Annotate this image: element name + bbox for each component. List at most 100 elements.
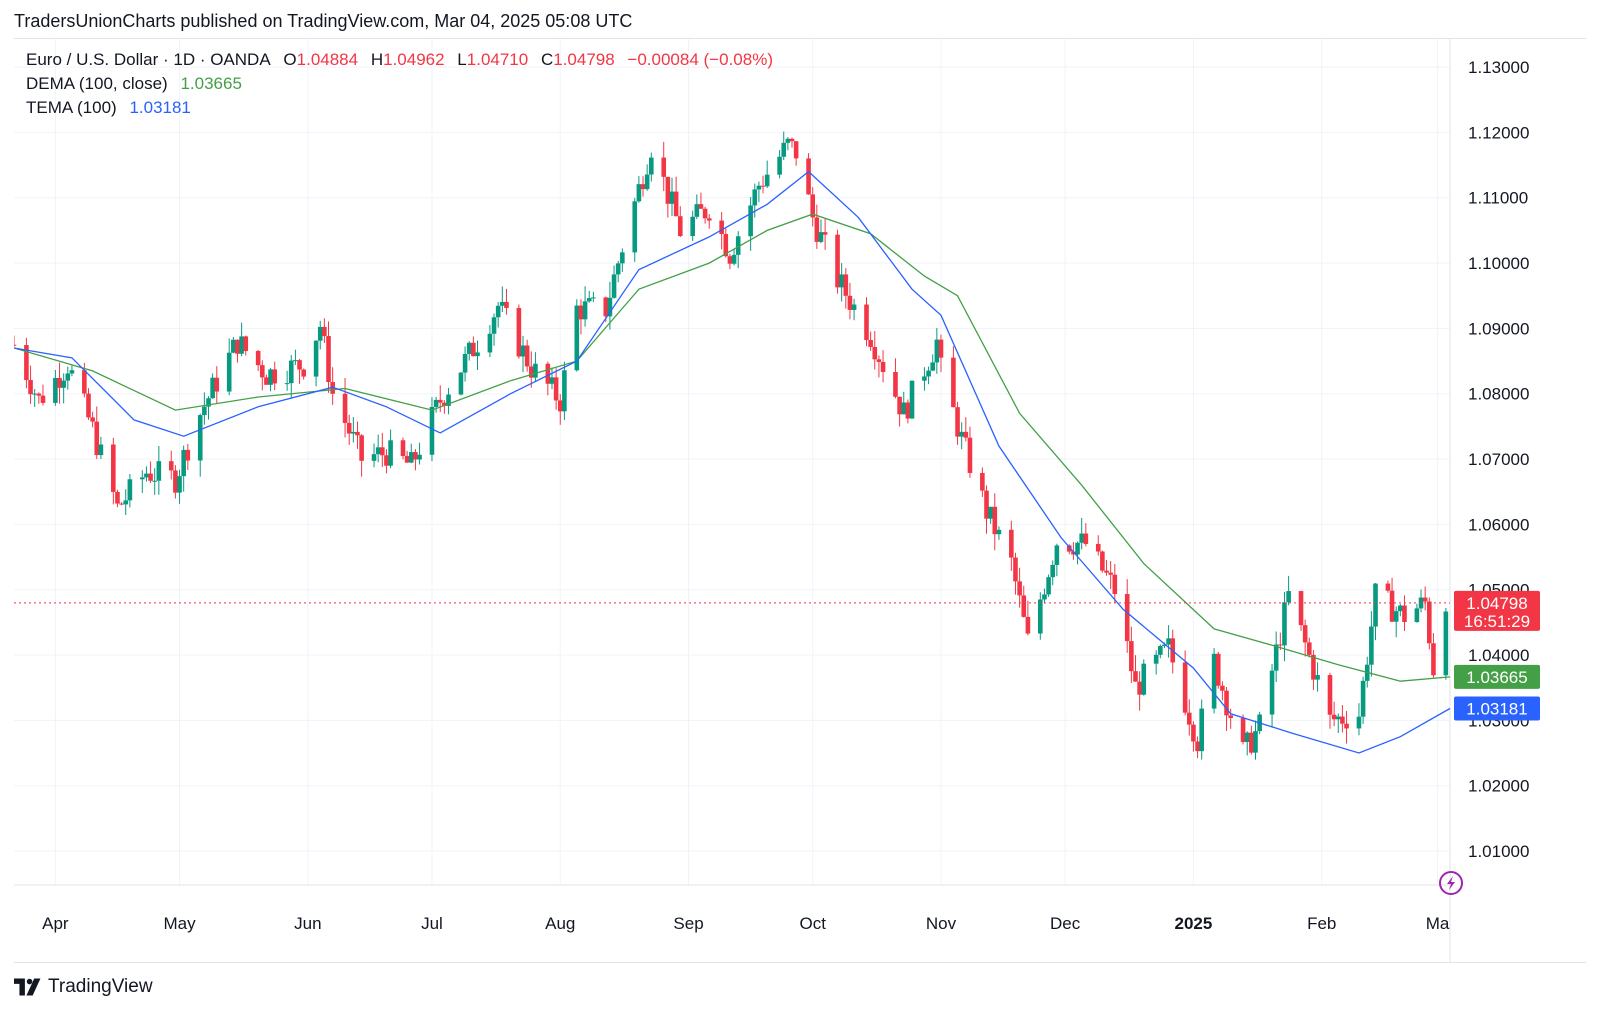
candle-body <box>346 422 352 434</box>
candle-body <box>214 377 220 392</box>
candle-body <box>1071 551 1076 555</box>
candle-body <box>1066 545 1072 552</box>
candle-body <box>582 301 588 320</box>
candle-body <box>574 305 580 371</box>
candle-body <box>1344 723 1349 729</box>
candle-body <box>413 452 418 460</box>
candle-body <box>264 377 269 385</box>
candle-body <box>1393 611 1399 622</box>
tema-label[interactable]: TEMA (100) <box>26 98 117 117</box>
candle-body <box>615 263 621 275</box>
candle-body <box>1100 551 1105 571</box>
candle-body <box>1158 645 1163 655</box>
dema-label[interactable]: DEMA (100, close) <box>26 74 168 93</box>
candle-body <box>955 407 960 437</box>
grid-lines <box>14 39 1450 885</box>
candle-body <box>1244 732 1250 743</box>
low-value: 1.04710 <box>466 50 529 69</box>
candle-body <box>69 370 75 374</box>
tema-badge-bg <box>1454 696 1540 721</box>
y-tick-label: 1.12000 <box>1468 123 1529 142</box>
candle-body <box>317 326 323 341</box>
candle-body <box>268 369 273 385</box>
chart-frame[interactable]: 1.13000 1.12000 1.11000 1.10000 1.09000 1.080… <box>14 38 1586 963</box>
y-tick-label: 1.02000 <box>1468 777 1529 796</box>
candle-body <box>818 232 824 242</box>
candle-body <box>727 256 733 264</box>
candle-body <box>119 503 124 505</box>
candle-body <box>1249 732 1254 753</box>
candle-body <box>408 452 414 463</box>
candle-body <box>996 529 1002 535</box>
candle-body <box>586 298 592 302</box>
candle-body <box>967 437 973 473</box>
candle-body <box>951 357 956 408</box>
candle-body <box>723 234 729 257</box>
y-tick-label: 1.13000 <box>1468 58 1529 77</box>
candle-body <box>231 339 236 353</box>
candle-body <box>1331 714 1337 720</box>
candle-body <box>487 333 493 353</box>
footer-brand-text: TradingView <box>48 976 153 997</box>
last-price-badge-countdown: 16:51:29 <box>1464 612 1530 631</box>
x-tick-label: Feb <box>1307 914 1336 933</box>
candle-body <box>1137 681 1142 695</box>
candle-body <box>1013 557 1018 582</box>
candle-body <box>417 454 422 460</box>
candle-body <box>992 506 998 535</box>
candle-body <box>475 352 480 357</box>
candle-body <box>959 431 964 437</box>
candle-body <box>433 399 439 407</box>
last-price-badge-bg <box>1454 590 1540 631</box>
candle-body <box>777 156 782 175</box>
y-tick-label: 1.09000 <box>1468 319 1529 338</box>
candle-body <box>1389 590 1395 622</box>
candle-body <box>897 396 902 415</box>
candle-body <box>847 295 853 310</box>
low-label: L <box>457 50 467 69</box>
candle-body <box>528 366 534 378</box>
candle-body <box>1427 601 1432 644</box>
candle-body <box>901 402 907 415</box>
candle-body <box>785 138 791 143</box>
candle-body <box>181 449 186 477</box>
candle-body <box>905 402 911 419</box>
candle-body <box>197 415 203 461</box>
candle-body <box>843 274 849 296</box>
candle-body <box>1112 574 1118 594</box>
candle-body <box>495 305 501 318</box>
candle-body <box>661 157 667 177</box>
candle-body <box>351 431 356 434</box>
candle-body <box>1195 741 1200 752</box>
candle-body <box>756 185 762 190</box>
candle-body <box>1220 685 1225 691</box>
tradingview-logo-icon <box>14 978 41 996</box>
candle-body <box>620 252 625 264</box>
x-tick-label: Dec <box>1050 914 1081 933</box>
x-tick-label: Nov <box>926 914 957 933</box>
candle-body <box>446 394 451 406</box>
y-tick-label: 1.06000 <box>1468 515 1529 534</box>
candle-body <box>1431 643 1436 676</box>
bolt-icon[interactable] <box>1439 871 1463 895</box>
candle-body <box>466 342 472 354</box>
footer-brand[interactable]: TradingView <box>14 976 153 998</box>
candle-body <box>226 352 232 392</box>
candle-body <box>644 174 650 190</box>
symbol-title[interactable]: Euro / U.S. Dollar · 1D · OANDA <box>26 50 271 69</box>
candle-body <box>115 491 120 504</box>
candle-body <box>520 345 526 357</box>
candle-body <box>702 208 708 219</box>
candle-body <box>1042 594 1047 600</box>
candle-body <box>123 500 129 505</box>
price-chart[interactable]: 1.13000 1.12000 1.11000 1.10000 1.09000 1.080… <box>14 39 1586 962</box>
candle-body <box>1422 597 1428 602</box>
close-value: 1.04798 <box>553 50 615 69</box>
candle-body <box>578 305 584 320</box>
candle-body <box>1286 591 1291 603</box>
candle-body <box>1385 583 1391 591</box>
candle-body <box>814 217 820 242</box>
candle-body <box>210 377 215 399</box>
candle-body <box>735 236 741 255</box>
